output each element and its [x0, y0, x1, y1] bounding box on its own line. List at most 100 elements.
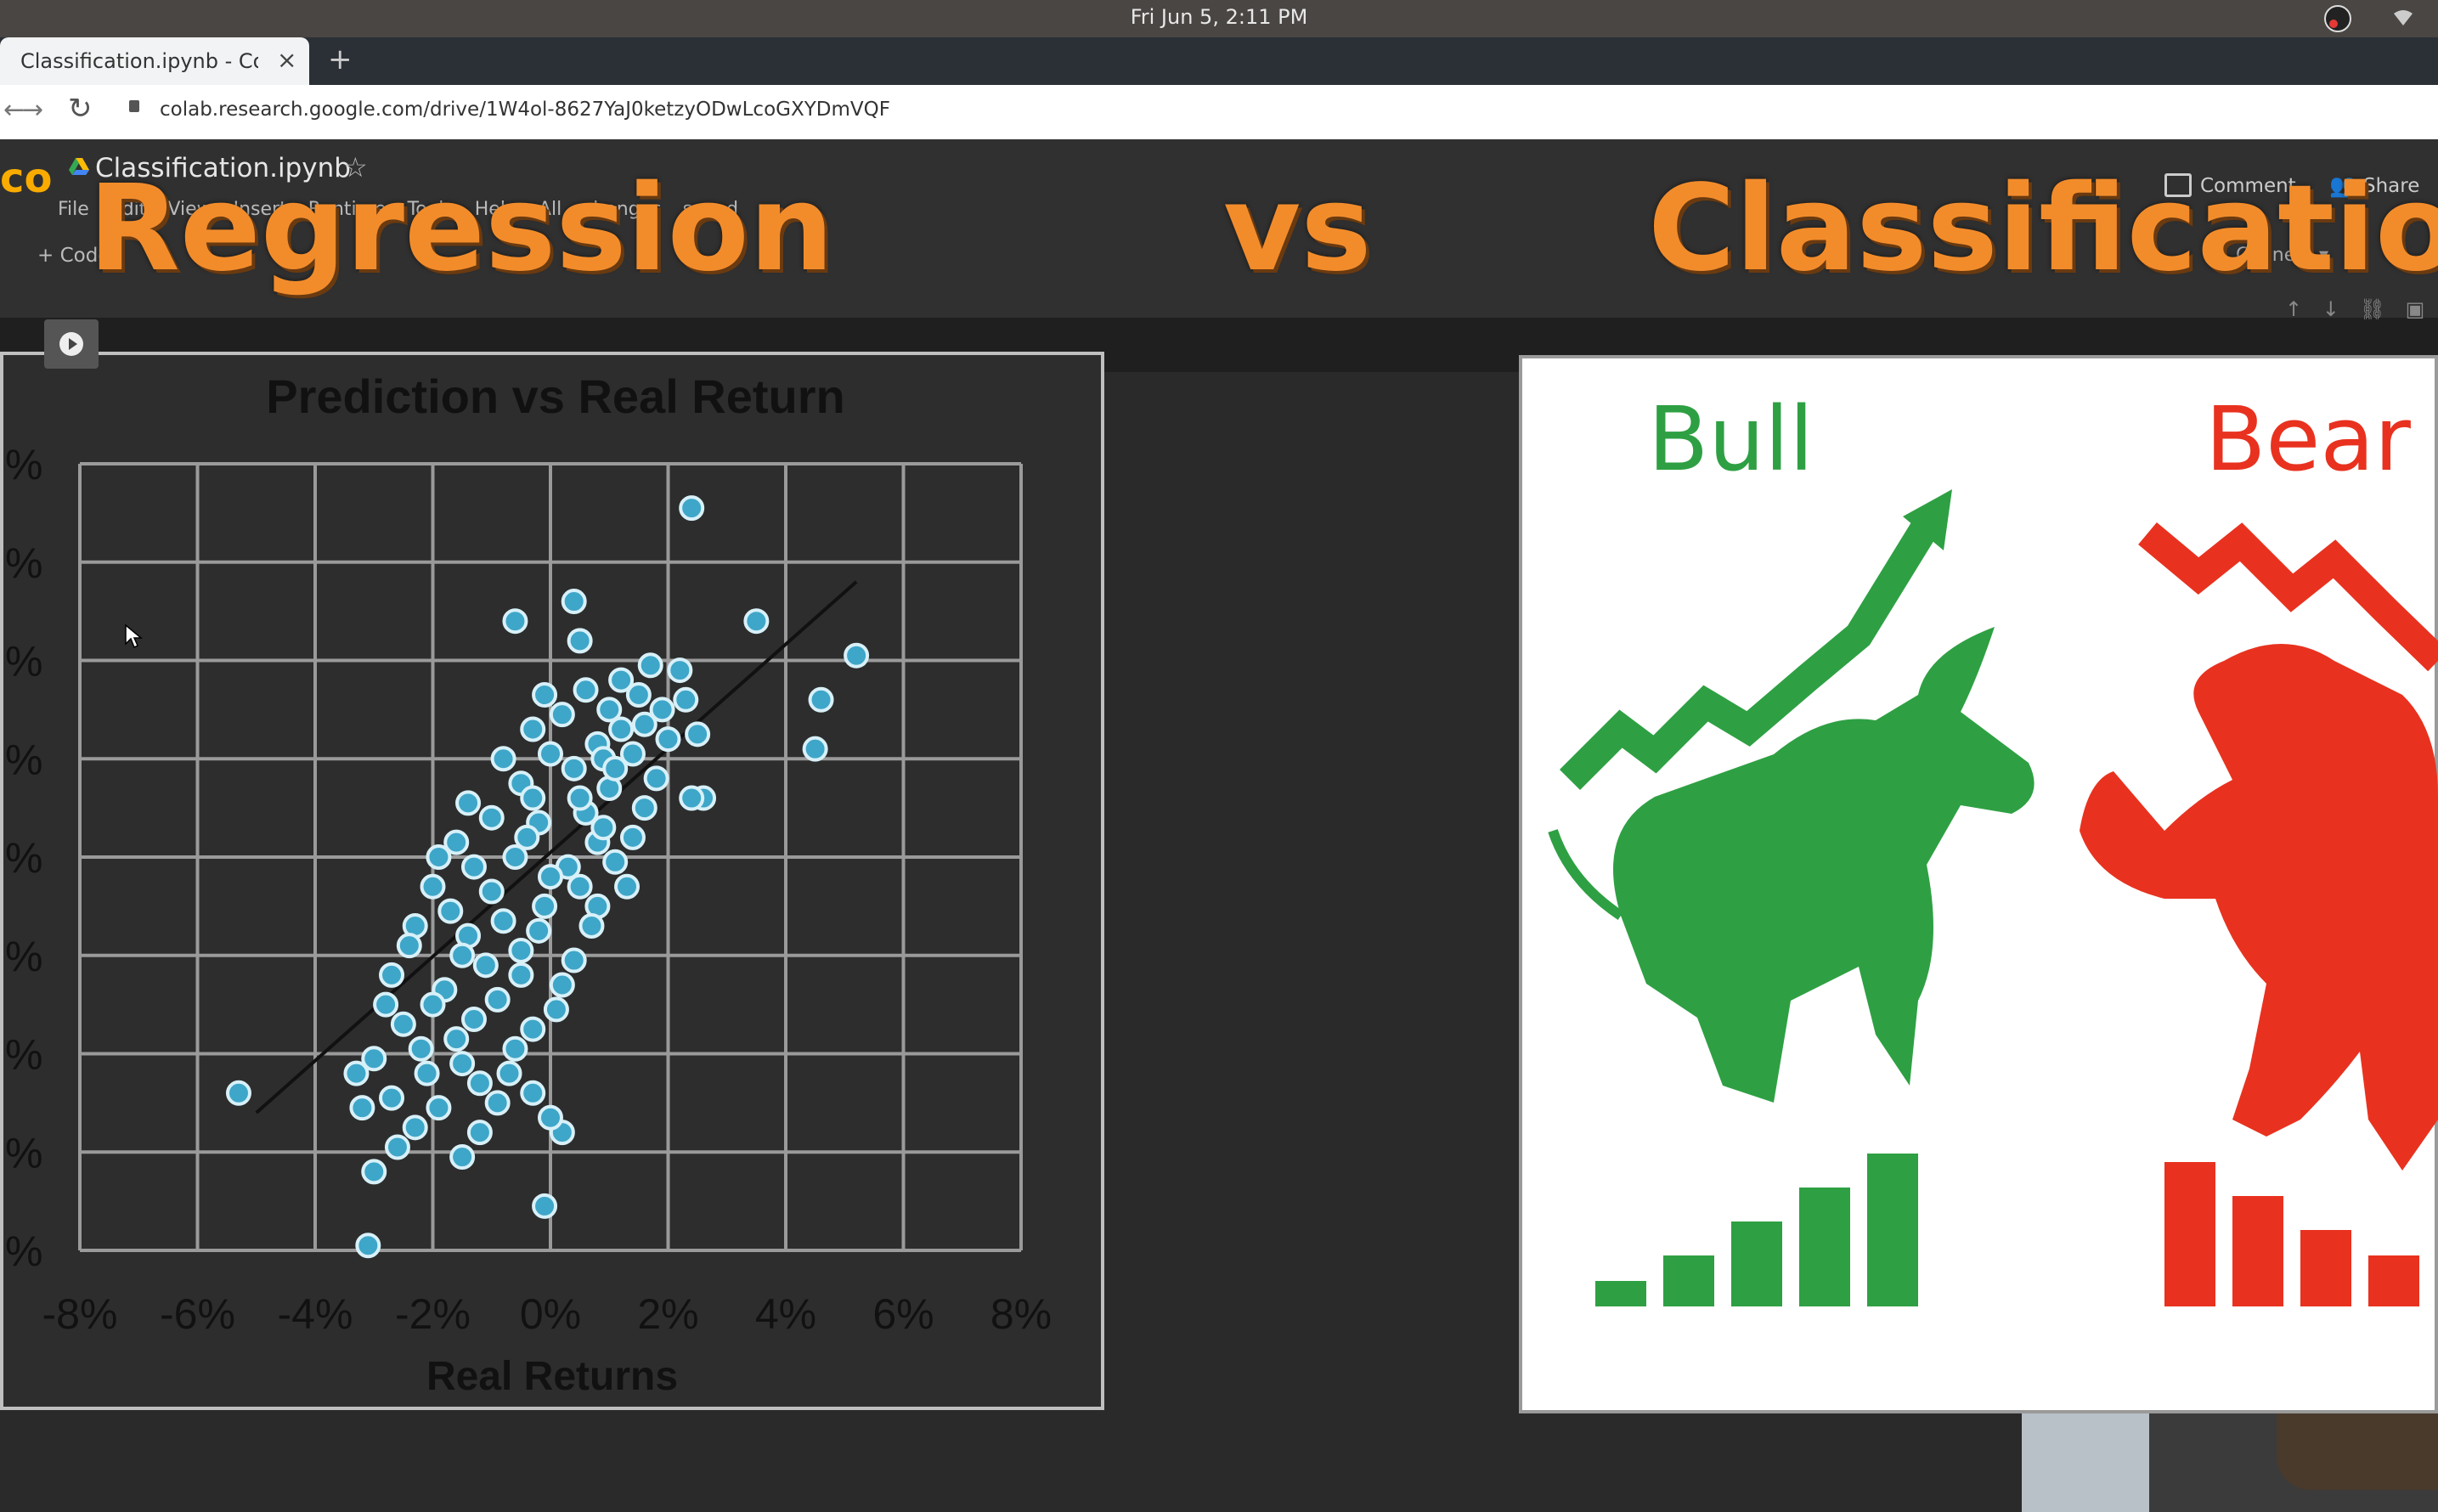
- connect-button[interactable]: Connect ▾: [2236, 245, 2329, 266]
- data-point: [379, 962, 405, 988]
- bear-label: Bear: [2205, 387, 2411, 491]
- data-point: [538, 741, 563, 767]
- x-tick-label: 4%: [755, 1290, 816, 1338]
- browser-tab[interactable]: Classification.ipynb - Cola ×: [0, 37, 309, 85]
- data-point: [543, 996, 569, 1023]
- data-point: [631, 795, 657, 821]
- y-tick-label: %: [5, 1129, 42, 1176]
- star-icon[interactable]: ☆: [343, 151, 368, 183]
- data-point: [402, 1114, 428, 1141]
- y-tick-labels: %%%%%%%%%: [5, 441, 42, 1275]
- play-triangle: [69, 338, 77, 350]
- edit-pencil-icon[interactable]: ✎: [2385, 241, 2406, 269]
- x-tick-label: -4%: [278, 1290, 353, 1338]
- bull-rising-bars: [1595, 1154, 1918, 1306]
- data-point: [426, 844, 452, 870]
- cell-action-icons[interactable]: ↑ ↓ ⛓ ▣: [2285, 297, 2425, 321]
- notebook-title[interactable]: Classification.ipynb: [95, 153, 351, 183]
- data-point: [508, 937, 534, 963]
- address-bar-row: [0, 85, 2438, 139]
- data-point: [743, 608, 770, 635]
- x-tick-label: 6%: [872, 1290, 934, 1338]
- data-point: [573, 677, 599, 703]
- new-tab-button[interactable]: +: [328, 42, 353, 76]
- wifi-icon[interactable]: [2392, 8, 2414, 29]
- x-tick-label: 0%: [520, 1290, 581, 1338]
- lock-icon[interactable]: [129, 100, 139, 112]
- trendline: [255, 580, 858, 1114]
- bear-bar: [2164, 1162, 2215, 1306]
- overlay-word-classification: Classification: [1648, 160, 2438, 298]
- data-point: [655, 726, 681, 753]
- data-point: [532, 893, 558, 919]
- colab-logo[interactable]: co: [0, 155, 53, 202]
- back-arrow-icon[interactable]: ←: [3, 95, 25, 125]
- data-point: [466, 1070, 493, 1097]
- data-point: [631, 711, 657, 737]
- menu-bar[interactable]: File Edit View Insert Runtime Tools Help…: [58, 199, 739, 220]
- colab-header: [0, 139, 2438, 318]
- data-point: [561, 947, 587, 973]
- data-point: [673, 686, 699, 713]
- data-point: [619, 824, 646, 850]
- bull-label: Bull: [1648, 387, 1814, 491]
- bull-bar: [1867, 1154, 1918, 1306]
- comment-button[interactable]: Comment: [2200, 175, 2296, 197]
- os-top-bar: [0, 0, 2438, 37]
- data-point: [466, 1120, 493, 1146]
- data-point: [567, 785, 593, 811]
- data-point: [578, 913, 605, 939]
- data-point: [496, 1060, 522, 1086]
- bull-up-arrow: [1559, 517, 1939, 791]
- add-code-button[interactable]: + Code: [37, 245, 110, 267]
- data-point: [449, 1051, 476, 1077]
- y-tick-label: %: [5, 834, 42, 882]
- data-point: [532, 682, 558, 708]
- close-tab-icon[interactable]: ×: [277, 46, 297, 74]
- data-point: [619, 741, 646, 767]
- mouse-cursor-icon: [125, 623, 143, 649]
- data-point: [679, 785, 705, 811]
- data-point: [685, 721, 711, 748]
- data-point: [502, 608, 528, 635]
- bear-down-arrow: [2138, 522, 2438, 672]
- data-point: [514, 824, 540, 850]
- data-point: [549, 972, 575, 998]
- data-point: [379, 1085, 405, 1111]
- url-field[interactable]: colab.research.google.com/drive/1W4ol-86…: [160, 99, 890, 121]
- x-tick-label: -6%: [160, 1290, 235, 1338]
- data-point: [567, 628, 593, 654]
- reload-icon[interactable]: ↻: [68, 92, 93, 126]
- comment-icon[interactable]: [2164, 173, 2192, 197]
- os-clock[interactable]: Fri Jun 5, 2:11 PM: [1130, 5, 1308, 29]
- y-tick-label: %: [5, 638, 42, 685]
- data-point: [384, 1134, 410, 1160]
- forward-arrow-icon[interactable]: →: [22, 95, 44, 125]
- data-point: [561, 589, 587, 615]
- share-button[interactable]: Share: [2363, 175, 2420, 197]
- bear-bar: [2300, 1230, 2351, 1306]
- data-point: [643, 765, 669, 792]
- bull-bar: [1731, 1221, 1782, 1306]
- data-point: [414, 1060, 440, 1086]
- x-tick-labels: -8% -6% -4% -2% 0% 2% 4% 6% 8%: [42, 1290, 1053, 1338]
- data-point: [596, 697, 623, 723]
- system-status-icon[interactable]: [2322, 3, 2353, 34]
- data-point: [343, 1060, 370, 1086]
- bull-tail: [1548, 829, 1624, 920]
- data-point: [520, 1016, 546, 1042]
- data-point: [532, 1193, 558, 1219]
- data-point: [478, 878, 505, 905]
- data-point: [478, 804, 505, 831]
- browser-tab-strip: [0, 37, 2438, 85]
- data-point: [614, 873, 641, 900]
- data-point: [472, 952, 499, 979]
- data-point: [808, 686, 834, 713]
- data-point: [567, 873, 593, 900]
- scatter-chart: Prediction vs Real Return -8% -6% -4% -2% 0%…: [5, 370, 1053, 1399]
- data-point: [420, 873, 446, 900]
- bull-bar: [1595, 1281, 1646, 1306]
- data-point: [490, 908, 516, 934]
- share-people-icon[interactable]: 👥: [2329, 173, 2357, 199]
- run-cell-button[interactable]: [44, 319, 99, 369]
